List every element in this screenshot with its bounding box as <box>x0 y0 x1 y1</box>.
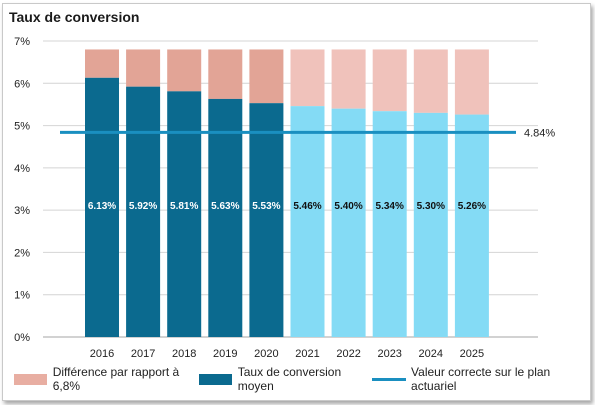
y-tick-label: 2% <box>14 247 30 259</box>
x-tick-label: 2019 <box>213 348 237 360</box>
bar-difference <box>126 49 161 87</box>
y-tick-label: 7% <box>14 36 30 48</box>
bar-rate <box>85 77 119 337</box>
bar-value-label: 5.63% <box>211 201 239 212</box>
x-tick-label: 2024 <box>419 348 443 360</box>
bar-difference <box>167 49 202 92</box>
legend-item-difference: Différence par rapport à 6,8% <box>14 365 188 393</box>
bar-rate <box>413 112 448 337</box>
bar-rate <box>290 106 325 338</box>
x-tick-label: 2025 <box>460 348 484 360</box>
x-tick-label: 2022 <box>336 348 360 360</box>
bar-difference <box>372 49 407 112</box>
y-tick-label: 1% <box>14 290 30 302</box>
legend-swatch-actuarial <box>371 377 407 381</box>
x-tick-label: 2021 <box>295 348 319 360</box>
bar-difference <box>208 49 243 99</box>
y-tick-label: 4% <box>14 163 30 175</box>
bar-value-label: 5.81% <box>170 201 198 212</box>
bar-value-label: 5.30% <box>417 201 445 212</box>
bar-value-label: 5.92% <box>129 201 157 212</box>
y-tick-label: 3% <box>14 205 30 217</box>
x-tick-label: 2020 <box>254 348 278 360</box>
bar-rate <box>454 114 489 337</box>
bar-difference <box>85 49 119 78</box>
bar-difference <box>454 49 489 115</box>
bar-rate <box>331 108 366 338</box>
bar-difference <box>413 49 448 113</box>
bar-value-label: 5.34% <box>376 201 404 212</box>
bar-difference <box>290 49 325 107</box>
x-tick-label: 2018 <box>172 348 196 360</box>
legend-swatch-rate <box>199 373 232 385</box>
bar-value-label: 6.13% <box>88 201 116 212</box>
legend-swatch-difference <box>14 373 47 385</box>
bar-rate <box>126 86 161 337</box>
y-tick-label: 5% <box>14 121 30 133</box>
legend-label-difference: Différence par rapport à 6,8% <box>52 365 180 393</box>
bar-rate <box>208 98 243 337</box>
chart-legend: Différence par rapport à 6,8% Taux de co… <box>14 365 584 393</box>
legend-label-actuarial: Valeur correcte sur le plan actuariel <box>411 365 551 393</box>
bar-value-label: 5.26% <box>458 201 486 212</box>
bar-rate <box>249 103 284 337</box>
bar-difference <box>249 49 284 104</box>
y-tick-label: 6% <box>14 78 30 90</box>
legend-item-actuarial: Valeur correcte sur le plan actuariel <box>371 365 573 393</box>
bar-difference <box>331 49 366 109</box>
bar-rate <box>167 91 202 337</box>
bar-value-label: 5.46% <box>293 201 321 212</box>
bar-value-label: 5.53% <box>252 201 280 212</box>
x-tick-label: 2016 <box>90 348 114 360</box>
bar-rate <box>372 111 407 338</box>
x-tick-label: 2023 <box>377 348 401 360</box>
bar-value-label: 5.40% <box>334 201 362 212</box>
chart-title: Taux de conversion <box>9 9 140 25</box>
y-tick-label: 0% <box>14 332 30 344</box>
legend-item-rate: Taux de conversion moyen <box>199 365 361 393</box>
actuarial-line-label: 4.84% <box>524 127 555 139</box>
legend-label-rate: Taux de conversion moyen <box>237 365 342 393</box>
x-tick-label: 2017 <box>131 348 155 360</box>
